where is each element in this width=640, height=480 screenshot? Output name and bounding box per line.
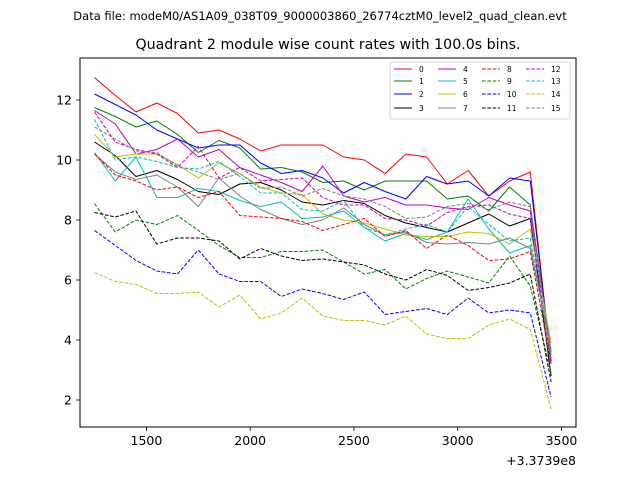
series-line-7: [94, 153, 552, 350]
legend-label-8: 8: [507, 65, 512, 74]
x-tick-label: 1500: [131, 433, 163, 448]
legend-label-3: 3: [419, 104, 424, 113]
series-line-12: [94, 111, 552, 365]
legend-label-12: 12: [551, 65, 561, 74]
series-line-14: [94, 272, 552, 410]
legend-label-5: 5: [463, 77, 468, 86]
file-info: Data file: modeM0/AS1A09_038T09_90000038…: [73, 9, 567, 23]
y-tick-label: 8: [64, 213, 72, 228]
legend-label-4: 4: [463, 65, 468, 74]
x-tick-label: 2000: [234, 433, 266, 448]
legend-label-6: 6: [463, 90, 468, 99]
y-tick-label: 10: [56, 153, 72, 168]
series-line-4: [94, 110, 552, 353]
x-offset-label: +3.3739e8: [506, 453, 576, 468]
series-line-1: [94, 107, 552, 356]
series-line-0: [94, 77, 552, 365]
legend-frame: [389, 61, 571, 120]
axis-layer: 1500 2000 2500 3000 3500 2 4 6 8 10 12: [56, 93, 577, 449]
legend-label-13: 13: [551, 77, 561, 86]
legend-label-7: 7: [463, 104, 468, 113]
series-line-3: [94, 141, 552, 377]
chart-title: Quadrant 2 module wise count rates with …: [135, 37, 520, 53]
y-tick-label: 6: [64, 273, 72, 288]
series-line-8: [94, 153, 552, 365]
legend-label-10: 10: [507, 90, 517, 99]
series-line-15: [94, 126, 552, 359]
legend-label-15: 15: [551, 104, 561, 113]
x-tick-label: 2500: [338, 433, 370, 448]
y-tick-label: 2: [64, 393, 72, 408]
legend-label-9: 9: [507, 77, 512, 86]
legend-label-14: 14: [551, 90, 561, 99]
series-line-11: [94, 210, 552, 383]
plot-area: [79, 57, 577, 428]
series-line-13: [94, 119, 552, 356]
y-tick-label: 4: [64, 333, 72, 348]
legend-label-11: 11: [507, 104, 517, 113]
legend-label-2: 2: [419, 90, 424, 99]
series-line-10: [94, 230, 552, 398]
x-tick-label: 3500: [546, 433, 578, 448]
legend-label-0: 0: [419, 65, 424, 74]
series-line-5: [94, 152, 552, 353]
series-line-2: [94, 93, 552, 362]
y-tick-label: 12: [56, 93, 72, 108]
series-line-9: [94, 203, 552, 374]
legend-label-1: 1: [419, 77, 424, 86]
x-tick-label: 3000: [442, 433, 474, 448]
series-layer: [94, 77, 552, 410]
